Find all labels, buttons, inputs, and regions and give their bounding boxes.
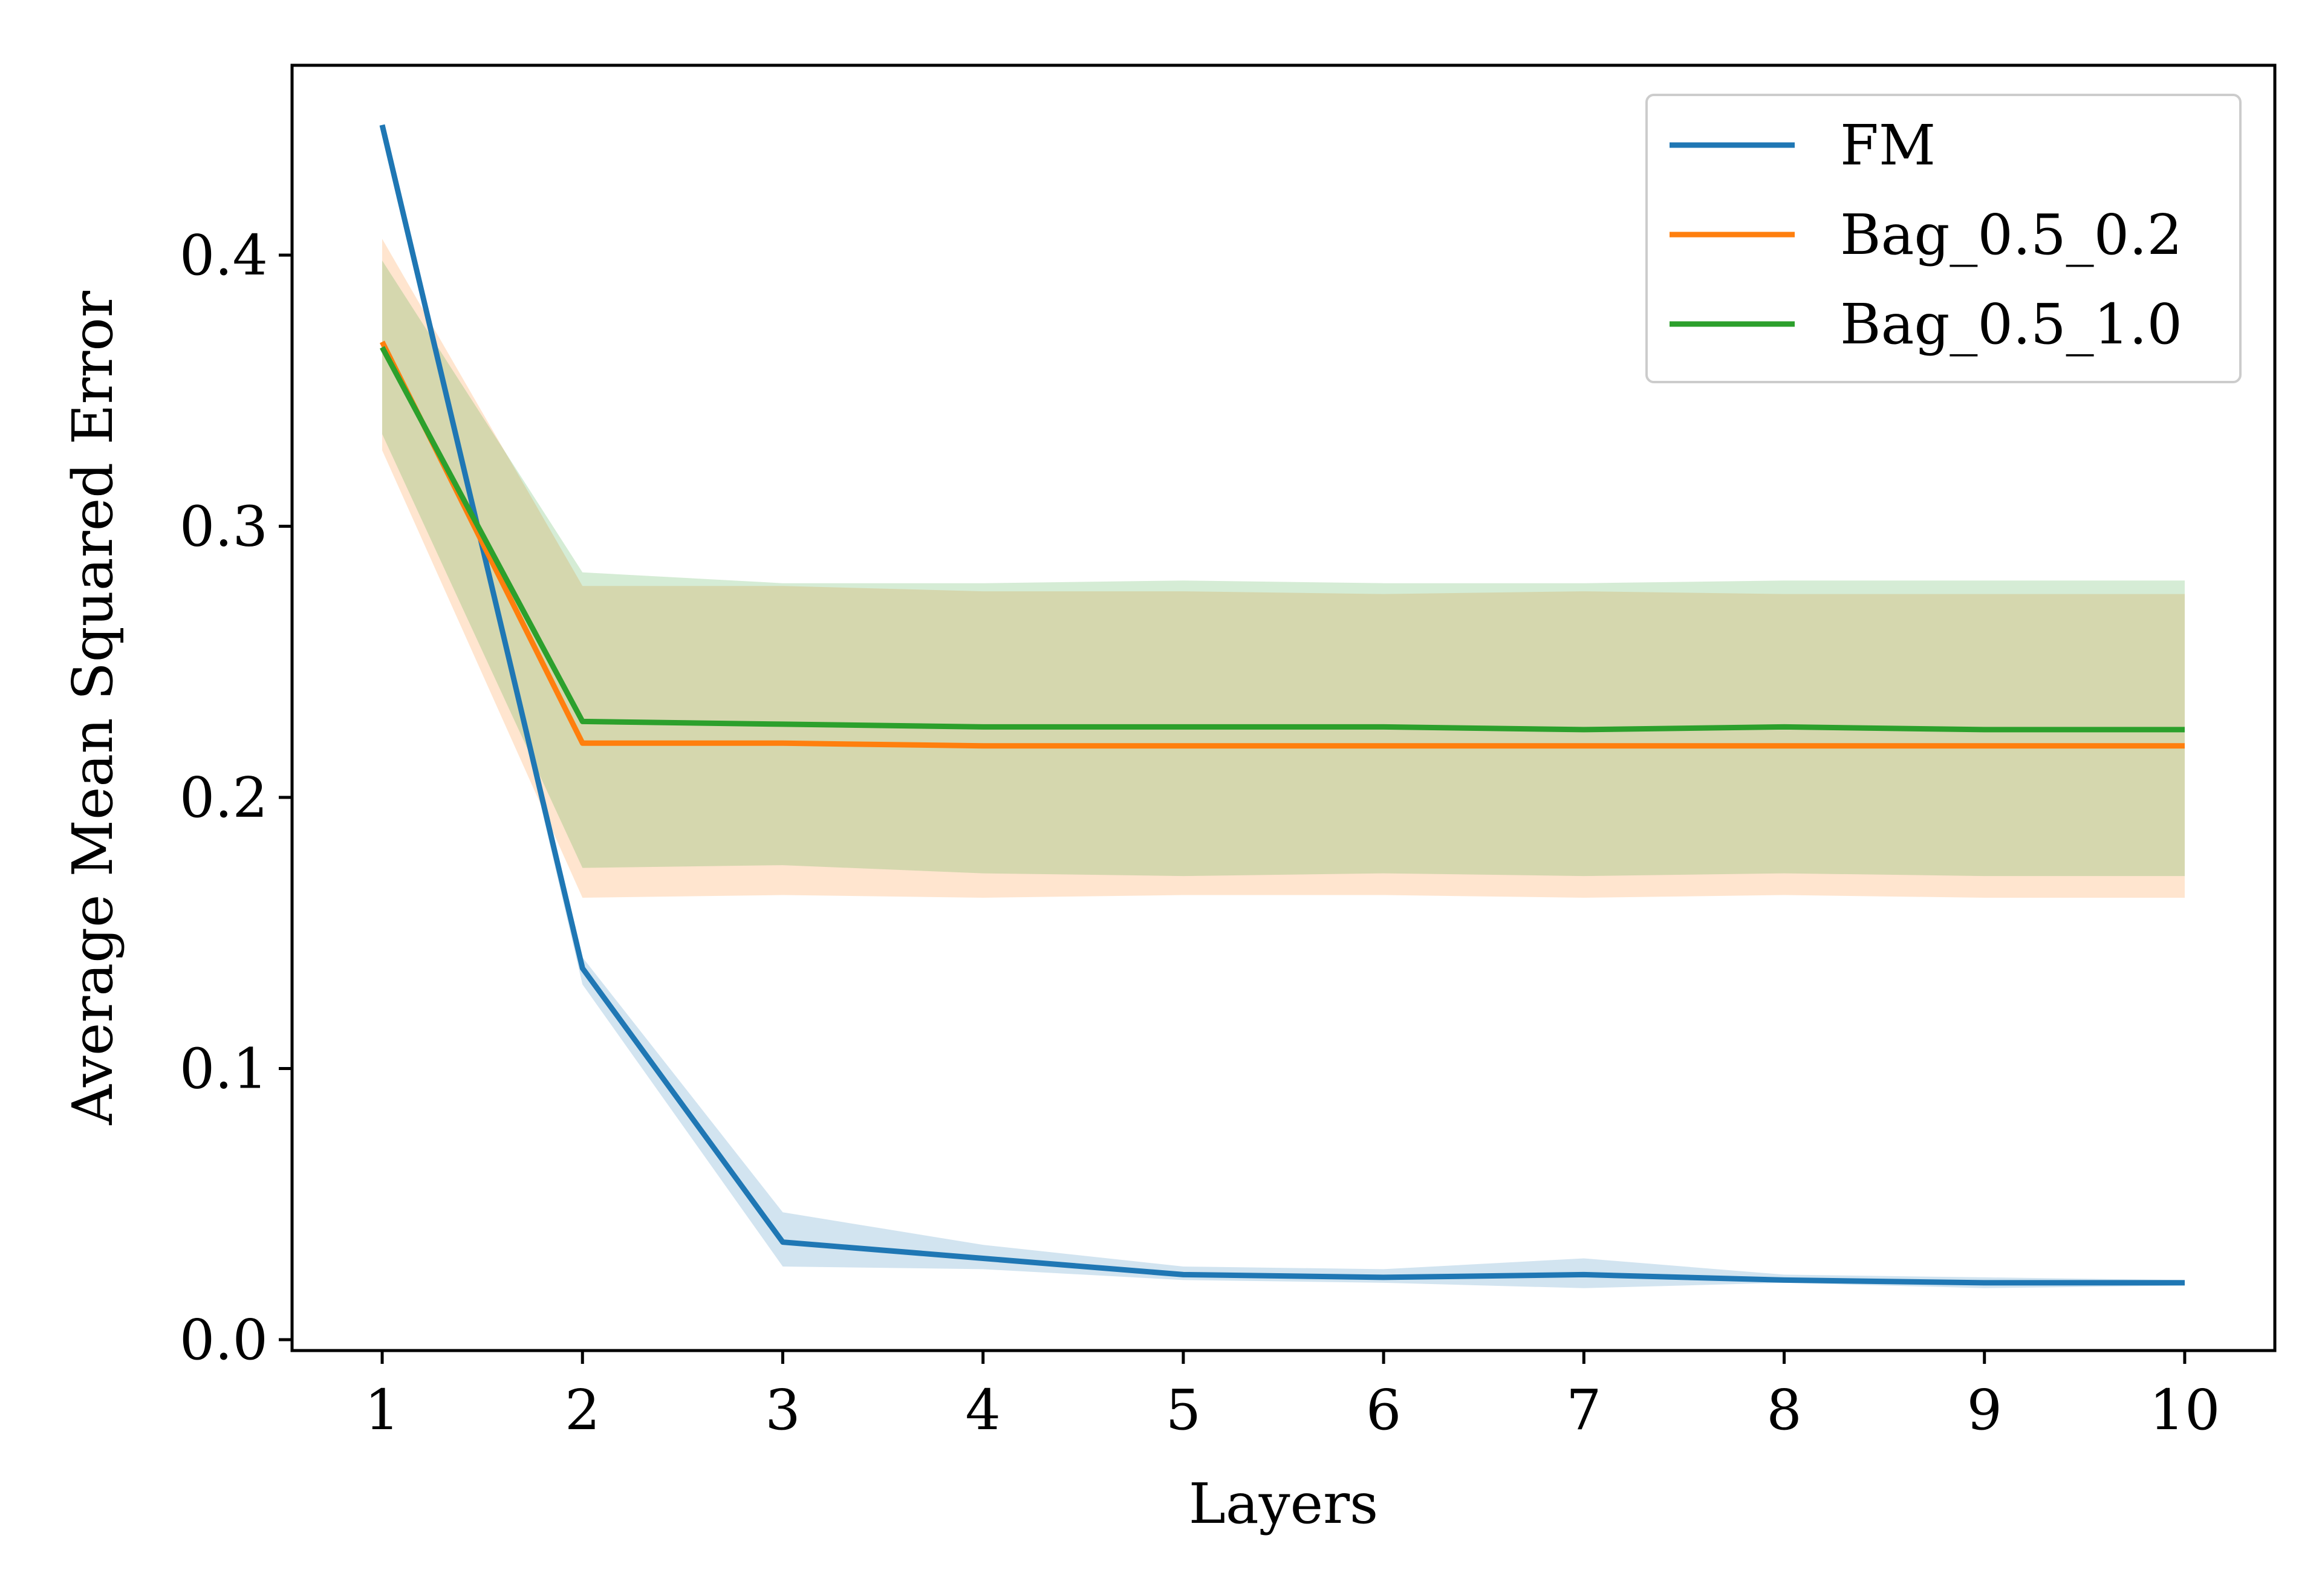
plot-area-frame <box>290 63 2277 1352</box>
legend-label-bag-0-5-1-0: Bag_0.5_1.0 <box>1840 292 2182 357</box>
x-tick-label: 1 <box>365 1378 400 1442</box>
x-axis-title: Layers <box>1189 1471 1379 1536</box>
series-lines <box>379 124 2185 1286</box>
y-tick-label: 0.2 <box>180 765 268 830</box>
x-tick-label: 8 <box>1766 1378 1802 1442</box>
series-line-bag-0-5-0-2 <box>379 340 2185 749</box>
legend: FM Bag_0.5_0.2 Bag_0.5_1.0 <box>1645 94 2242 383</box>
x-tick-label: 5 <box>1166 1378 1202 1442</box>
x-axis: 1 2 3 4 5 6 7 8 9 10 <box>365 1351 2220 1442</box>
y-tick-label: 0.1 <box>180 1037 268 1101</box>
y-axis: 0.0 0.1 0.2 0.3 0.4 <box>180 223 292 1372</box>
legend-label-fm: FM <box>1840 113 1936 178</box>
x-tick-label: 7 <box>1566 1378 1602 1442</box>
series-line-fm <box>379 124 2185 1286</box>
y-tick-label: 0.3 <box>180 494 268 559</box>
x-tick-label: 10 <box>2149 1378 2220 1442</box>
y-tick-label: 0.0 <box>180 1308 268 1372</box>
y-tick-label: 0.4 <box>180 223 268 288</box>
x-tick-label: 9 <box>1966 1378 2002 1442</box>
x-tick-label: 4 <box>965 1378 1001 1442</box>
legend-box <box>1645 94 2242 383</box>
band-bag-0-5-0-2 <box>382 239 2185 898</box>
x-tick-label: 3 <box>765 1378 801 1442</box>
x-tick-label: 2 <box>565 1378 600 1442</box>
x-tick-label: 6 <box>1366 1378 1402 1442</box>
series-line-bag-0-5-1-0 <box>380 346 2185 733</box>
y-axis-title: Average Mean Squared Error <box>60 291 125 1126</box>
legend-label-bag-0-5-0-2: Bag_0.5_0.2 <box>1840 203 2182 267</box>
